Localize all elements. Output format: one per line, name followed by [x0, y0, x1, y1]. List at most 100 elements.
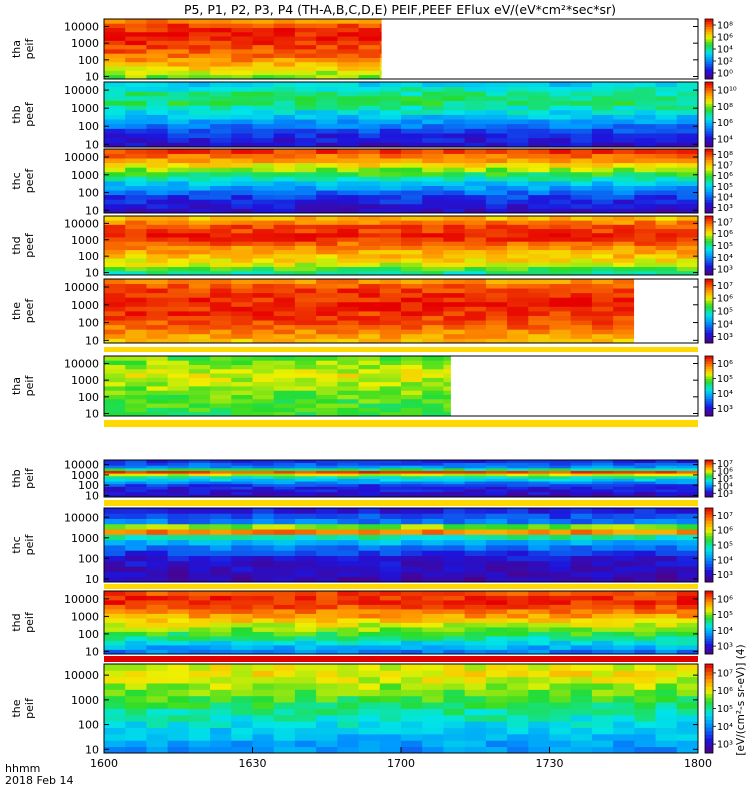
heatmap-cell — [146, 237, 169, 242]
colorbar-tick-label: 10⁵ — [717, 704, 733, 715]
colorbar-segment — [705, 591, 713, 595]
heatmap-cell — [549, 600, 572, 605]
heatmap-cell — [337, 142, 359, 148]
heatmap-cell — [104, 266, 126, 272]
heatmap-cell — [485, 301, 508, 307]
heatmap-cell — [167, 622, 190, 628]
heatmap-cell — [146, 631, 169, 637]
heatmap-cell — [210, 119, 232, 125]
heatmap-cell — [167, 676, 190, 684]
heatmap-cell — [294, 555, 317, 562]
heatmap-cell — [167, 220, 190, 225]
heatmap-cell — [570, 176, 593, 182]
heatmap-cell — [231, 604, 253, 610]
heatmap-cell — [507, 475, 529, 479]
heatmap-cell — [676, 609, 699, 614]
heatmap-cell — [273, 465, 296, 469]
heatmap-cell — [401, 377, 423, 383]
colorbar-segment — [705, 46, 713, 50]
heatmap-cell — [188, 360, 211, 365]
heatmap-cell — [188, 465, 211, 469]
heatmap-cell — [379, 746, 402, 754]
colorbar-segment — [705, 167, 713, 171]
heatmap-cell — [231, 216, 253, 221]
heatmap-cell — [231, 176, 253, 182]
heatmap-cell — [655, 241, 678, 246]
heatmap-cell — [146, 695, 169, 703]
colorbar-segment — [705, 609, 713, 613]
heatmap-cell — [316, 360, 338, 365]
heatmap-cell — [273, 473, 296, 477]
colorbar-segment — [705, 406, 713, 409]
heatmap-cell — [316, 216, 338, 221]
heatmap-cell — [337, 49, 359, 54]
heatmap-cell — [485, 297, 508, 303]
colorbar-tick-label: 10⁶ — [717, 467, 733, 478]
y-tick-label: 10000 — [64, 593, 99, 606]
heatmap-cell — [379, 645, 402, 650]
heatmap-cell — [125, 407, 147, 413]
heatmap-cell — [676, 237, 699, 242]
heatmap-cell — [337, 266, 359, 272]
heatmap-cell — [337, 475, 359, 479]
heatmap-cell — [570, 746, 593, 754]
heatmap-cell — [210, 356, 232, 361]
heatmap-cell — [252, 95, 275, 101]
heatmap-cell — [273, 199, 296, 205]
heatmap-cell — [188, 403, 211, 408]
heatmap-cell — [337, 185, 359, 191]
heatmap-cell — [401, 373, 423, 378]
heatmap-cell — [125, 627, 147, 632]
heatmap-cell — [125, 740, 147, 748]
heatmap-cell — [167, 470, 190, 474]
heatmap-cell — [252, 36, 275, 41]
heatmap-cell — [337, 489, 359, 493]
colorbar-segment — [705, 54, 713, 57]
heatmap-cell — [146, 356, 169, 361]
colorbar-segment — [705, 29, 713, 32]
heatmap-cell — [104, 664, 126, 671]
heatmap-cell — [379, 494, 402, 498]
heatmap-cell — [188, 545, 211, 551]
heatmap-cell — [655, 595, 678, 601]
heatmap-cell — [337, 162, 359, 168]
heatmap-cell — [316, 386, 338, 391]
heatmap-cell — [252, 649, 275, 655]
heatmap-cell — [104, 320, 126, 326]
heatmap-cell — [379, 44, 382, 50]
heatmap-cell — [104, 670, 126, 678]
heatmap-cell — [528, 714, 550, 722]
colorbar-segment — [705, 262, 713, 266]
heatmap-cell — [146, 329, 169, 335]
heatmap-cell — [401, 133, 423, 139]
heatmap-cell — [655, 216, 678, 221]
heatmap-cell — [485, 241, 508, 246]
heatmap-cell — [337, 100, 359, 106]
heatmap-cell — [210, 53, 232, 58]
heatmap-cell — [379, 232, 402, 238]
heatmap-cell — [104, 333, 126, 339]
heatmap-cell — [167, 224, 190, 230]
heatmap-cell — [231, 66, 253, 71]
colorbar-segment — [705, 391, 713, 394]
heatmap-cell — [379, 670, 402, 678]
heatmap-cell — [443, 119, 466, 125]
y-tick-label: 10000 — [64, 151, 99, 164]
heatmap-cell — [125, 600, 147, 605]
heatmap-cell — [210, 270, 232, 276]
heatmap-cell — [591, 324, 614, 330]
heatmap-cell — [591, 216, 614, 221]
heatmap-cell — [104, 149, 126, 154]
heatmap-cell — [676, 618, 699, 623]
heatmap-cell — [104, 491, 126, 495]
heatmap-cell — [252, 324, 275, 330]
heatmap-cell — [634, 462, 656, 466]
heatmap-cell — [210, 82, 232, 88]
heatmap-cell — [507, 91, 529, 97]
heatmap-cell — [634, 270, 656, 276]
heatmap-cell — [146, 49, 169, 54]
heatmap-cell — [294, 462, 317, 466]
colorbar-unit-label: [eV/(cm²-s sr-eV)] (4) — [735, 644, 747, 755]
heatmap-cell — [316, 481, 338, 485]
heatmap-cell — [358, 241, 381, 246]
